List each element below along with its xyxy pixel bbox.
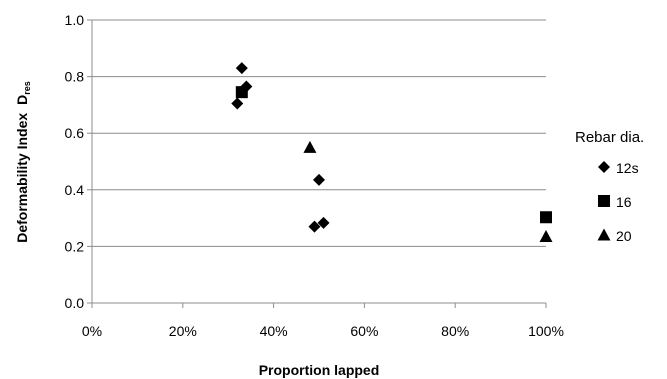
y-axis-title-subscript: res — [22, 81, 32, 95]
x-tick-label: 60% — [350, 323, 378, 339]
data-point-diamond — [317, 216, 330, 229]
y-axis-title-symbol: D — [14, 95, 30, 105]
y-tick-label: 0.2 — [65, 238, 85, 254]
legend: Rebar dia. 12s 16 20 — [575, 129, 644, 244]
y-tick-label: 0.6 — [65, 125, 85, 141]
data-point-triangle — [539, 229, 553, 242]
legend-marker-diamond — [598, 161, 610, 173]
x-tick-label: 40% — [260, 323, 288, 339]
y-tick-label: 0.4 — [65, 182, 85, 198]
x-tick-labels: 0% 20% 40% 60% 80% 100% — [82, 323, 564, 339]
data-point-diamond — [231, 97, 244, 110]
x-tick-label: 20% — [169, 323, 197, 339]
data-points — [231, 62, 553, 242]
grid-lines — [92, 19, 546, 247]
x-tick-label: 80% — [441, 323, 469, 339]
y-axis-title: Deformability Index Dres — [14, 81, 32, 243]
axes — [87, 19, 547, 308]
legend-marker-square — [598, 195, 610, 207]
legend-label: 12s — [616, 160, 639, 176]
y-tick-label: 1.0 — [65, 12, 85, 28]
y-axis-title-text: Deformability Index — [14, 113, 30, 243]
data-point-diamond — [308, 220, 321, 233]
data-point-square — [235, 86, 248, 99]
legend-marker-triangle — [597, 228, 611, 241]
legend-label: 16 — [616, 194, 632, 210]
data-point-triangle — [303, 140, 317, 153]
y-tick-label: 0.0 — [65, 295, 85, 311]
legend-label: 20 — [616, 228, 632, 244]
x-tick-label: 100% — [528, 323, 564, 339]
data-point-diamond — [313, 173, 325, 186]
legend-title: Rebar dia. — [575, 129, 644, 146]
y-tick-labels: 0.0 0.2 0.4 0.6 0.8 1.0 — [65, 12, 85, 311]
y-tick-label: 0.8 — [65, 69, 85, 85]
x-tick-label: 0% — [82, 323, 102, 339]
x-axis-title: Proportion lapped — [259, 362, 380, 378]
data-point-square — [540, 211, 552, 224]
data-point-diamond — [235, 62, 248, 75]
